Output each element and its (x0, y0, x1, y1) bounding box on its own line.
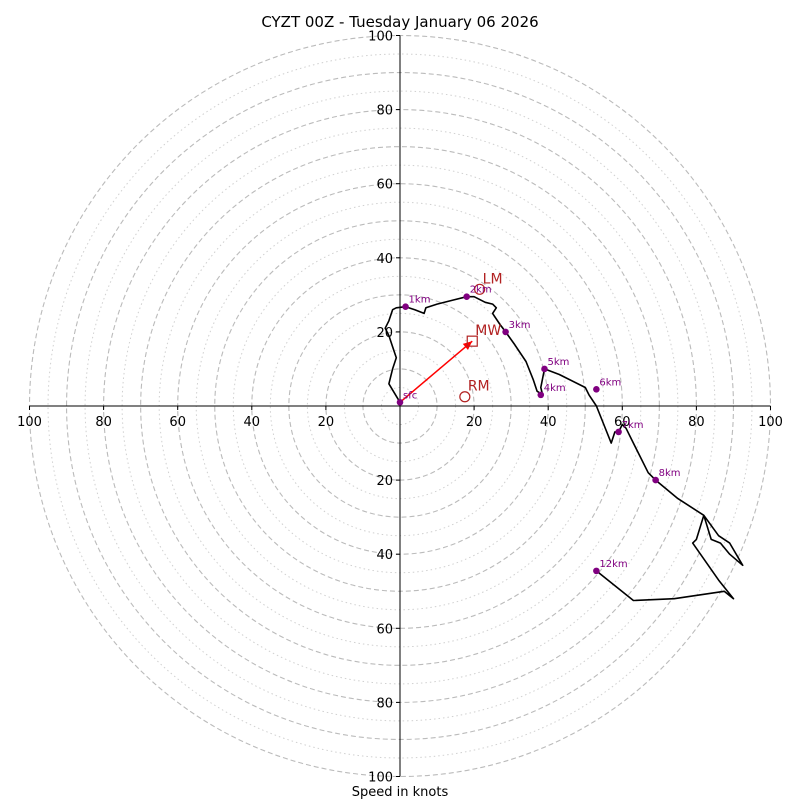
axes (29, 35, 771, 777)
height-dot-4km (537, 391, 545, 399)
height-label-12km: 12km (599, 559, 627, 570)
x-axis-label: Speed in knots (352, 785, 449, 800)
hodograph-trace-layer (384, 295, 744, 602)
height-dot-3km (502, 328, 509, 336)
chart-title: CYZT 00Z - Tuesday January 06 2026 (261, 13, 538, 31)
y-tick-label: 40 (376, 252, 393, 267)
y-tick-label: 60 (376, 178, 393, 193)
height-dot-7km (615, 428, 622, 436)
mean-wind-arrow-shaft (399, 340, 473, 403)
hodograph-trace (384, 295, 744, 602)
height-label-sfc: sfc (403, 390, 417, 401)
x-tick-label: 40 (540, 415, 557, 430)
height-dot-6km (593, 386, 600, 393)
motion-label-mw: MW (475, 323, 501, 339)
height-label-2km: 2km (470, 285, 492, 296)
y-tick-label: 80 (376, 696, 393, 711)
x-tick-label: 60 (169, 415, 186, 430)
x-tick-label: 20 (466, 415, 483, 430)
x-tick-label: 80 (688, 415, 705, 430)
height-dot-1km (402, 303, 409, 311)
height-label-6km: 6km (599, 377, 621, 388)
height-label-1km: 1km (409, 295, 431, 306)
height-label-5km: 5km (547, 357, 569, 368)
height-label-4km: 4km (544, 383, 566, 394)
motion-marker-mw (466, 335, 478, 347)
x-tick-label: 80 (95, 415, 112, 430)
height-dot-2km (463, 293, 470, 301)
height-dot-5km (541, 365, 548, 373)
x-tick-label: 100 (17, 415, 42, 430)
height-marker-layer: sfc 1km 2km 3km 4km 5km 6km 7km 8km 12km (396, 285, 681, 575)
x-tick-label: 60 (614, 415, 631, 430)
height-label-3km: 3km (509, 320, 531, 331)
y-tick-label: 100 (368, 30, 393, 45)
x-tick-label: 20 (318, 415, 335, 430)
height-dot-sfc (396, 398, 404, 406)
height-dot-12km (593, 567, 600, 575)
motion-marker-rm (459, 391, 471, 403)
y-tick-label: 60 (376, 622, 393, 637)
axis-ticks: 1001008080606040402020202040406060808010… (17, 30, 783, 786)
y-tick-label: 80 (376, 104, 393, 119)
motion-label-rm: RM (468, 379, 490, 395)
height-label-8km: 8km (659, 468, 681, 479)
height-label-7km: 7km (622, 420, 644, 431)
motion-marker-lm (474, 283, 486, 295)
x-tick-label: 40 (244, 415, 261, 430)
x-tick-label: 100 (758, 415, 783, 430)
y-tick-label: 20 (376, 474, 393, 489)
motion-label-lm: LM (483, 271, 503, 287)
y-tick-label: 40 (376, 548, 393, 563)
height-dot-8km (652, 476, 659, 484)
y-tick-label: 100 (368, 771, 393, 786)
storm-motion-layer: LM MW RM (459, 271, 503, 403)
